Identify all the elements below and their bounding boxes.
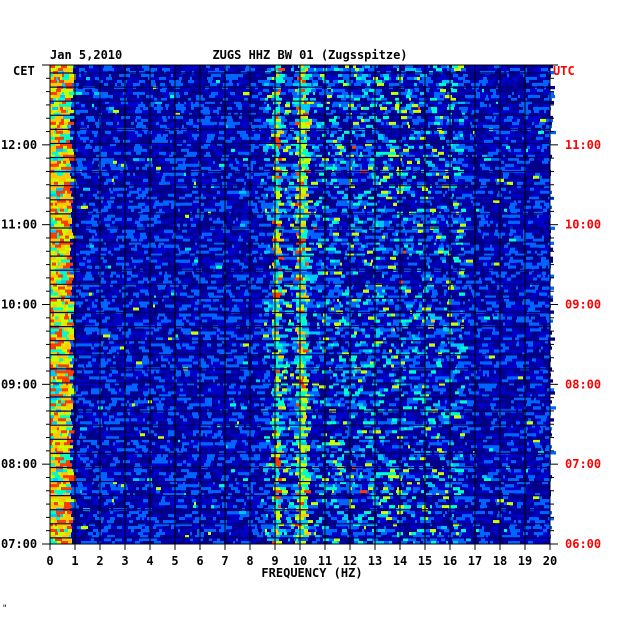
x-axis: 0 1 2 3 4 5 6 7 8 9 10 11 12 13 14 15 16 17 18 19 20 (46, 544, 557, 568)
right-time-label: 11:00 (565, 138, 601, 152)
left-time-label: 10:00 (1, 298, 37, 312)
right-time-label: 09:00 (565, 298, 601, 312)
left-time-label: 11:00 (1, 218, 37, 232)
right-time-label: 06:00 (565, 537, 601, 551)
spectrogram-cells (50, 65, 556, 545)
right-time-label: 08:00 (565, 377, 601, 391)
x-tick-label: 19 (518, 554, 532, 568)
left-time-label: 09:00 (1, 377, 37, 391)
x-tick-label: 5 (171, 554, 178, 568)
x-tick-label: 16 (443, 554, 457, 568)
left-time-label: 07:00 (1, 537, 37, 551)
right-axis-label: UTC (553, 64, 575, 78)
right-time-axis: 06:00 07:00 08:00 09:00 10:00 11:00 (550, 64, 601, 551)
x-tick-label: 0 (46, 554, 53, 568)
x-axis-label: FREQUENCY (HZ) (261, 566, 362, 580)
x-tick-label: 11 (318, 554, 332, 568)
x-tick-label: 15 (418, 554, 432, 568)
grid-lines (49, 64, 551, 545)
corner-mark: " (2, 604, 8, 614)
x-tick-label: 18 (493, 554, 507, 568)
right-time-label: 10:00 (565, 218, 601, 232)
left-time-label: 08:00 (1, 457, 37, 471)
chart-title: ZUGS HHZ BW 01 (Zugsspitze) (212, 48, 407, 62)
plot-area (50, 65, 556, 545)
chart-date: Jan 5,2010 (50, 48, 122, 62)
left-axis-label: CET (13, 64, 35, 78)
left-time-axis: 07:00 08:00 09:00 10:00 11:00 12:00 (1, 64, 50, 551)
x-tick-label: 9 (271, 554, 278, 568)
x-tick-label: 1 (71, 554, 78, 568)
right-time-label: 07:00 (565, 457, 601, 471)
x-tick-label: 12 (343, 554, 357, 568)
x-tick-label: 7 (221, 554, 228, 568)
x-tick-label: 3 (121, 554, 128, 568)
x-tick-label: 8 (246, 554, 253, 568)
x-tick-label: 17 (468, 554, 482, 568)
x-tick-label: 10 (293, 554, 307, 568)
x-tick-label: 4 (146, 554, 153, 568)
x-tick-label: 6 (196, 554, 203, 568)
x-tick-label: 20 (543, 554, 557, 568)
left-time-label: 12:00 (1, 138, 37, 152)
x-tick-label: 14 (393, 554, 407, 568)
x-tick-label: 13 (368, 554, 382, 568)
x-tick-label: 2 (96, 554, 103, 568)
